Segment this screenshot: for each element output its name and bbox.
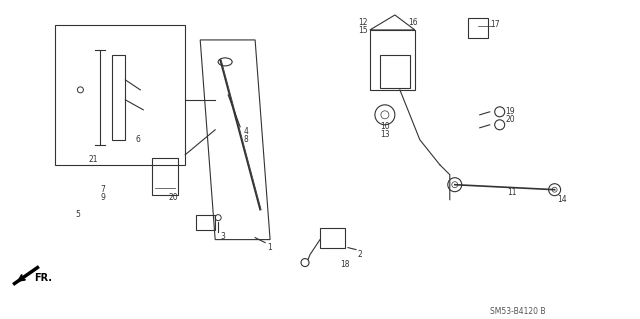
Text: 13: 13 (380, 130, 390, 139)
Text: 4: 4 (243, 127, 248, 136)
Text: 1: 1 (267, 242, 272, 252)
Text: 19: 19 (506, 107, 515, 116)
Text: 3: 3 (220, 232, 225, 241)
Text: 10: 10 (380, 122, 390, 131)
Text: 21: 21 (88, 155, 98, 164)
Text: 14: 14 (557, 195, 567, 204)
Text: SM53-B4120 B: SM53-B4120 B (490, 308, 545, 316)
Text: 8: 8 (243, 135, 248, 144)
Text: 18: 18 (340, 260, 349, 269)
Text: 20: 20 (506, 115, 515, 124)
Text: 15: 15 (358, 26, 367, 35)
Text: 9: 9 (100, 193, 105, 202)
Text: 6: 6 (135, 135, 140, 144)
Text: 12: 12 (358, 18, 367, 27)
Text: 2: 2 (358, 249, 363, 259)
Text: 7: 7 (100, 185, 105, 194)
Text: 5: 5 (76, 210, 80, 219)
Text: FR.: FR. (35, 272, 52, 283)
Text: 11: 11 (508, 188, 517, 197)
Text: 16: 16 (408, 18, 417, 27)
Text: 20: 20 (168, 193, 178, 202)
Text: 17: 17 (490, 20, 499, 29)
